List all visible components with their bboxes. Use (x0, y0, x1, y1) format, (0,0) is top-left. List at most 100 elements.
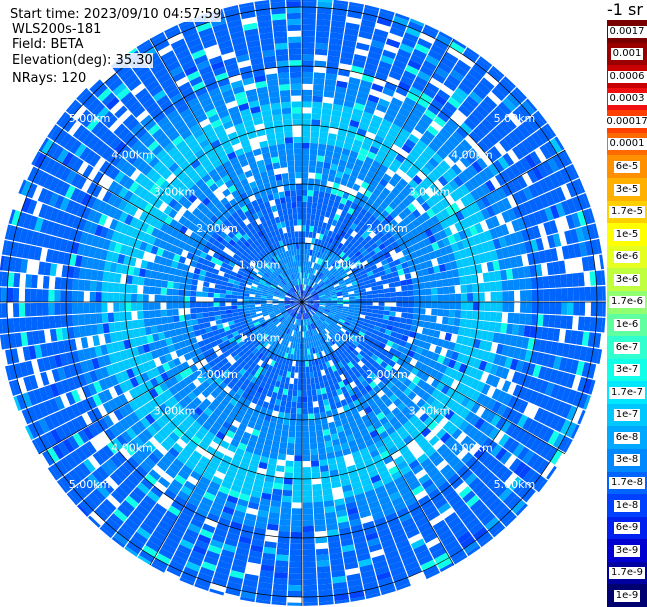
beta-cell (331, 337, 338, 344)
beta-cell (72, 314, 80, 327)
beta-cell (471, 390, 481, 402)
beta-cell (298, 313, 301, 320)
beta-cell (307, 401, 314, 409)
beta-cell (365, 532, 379, 542)
beta-cell (448, 309, 456, 318)
beta-cell (462, 423, 474, 436)
beta-cell (485, 411, 497, 424)
beta-cell (231, 305, 238, 310)
beta-cell (430, 399, 441, 410)
beta-cell (340, 352, 347, 360)
beta-cell (102, 271, 110, 282)
beta-cell (211, 398, 221, 408)
beta-cell (48, 289, 55, 302)
beta-cell (149, 278, 157, 287)
beta-cell (424, 314, 432, 322)
beta-cell (302, 160, 309, 167)
beta-cell (237, 409, 246, 418)
beta-cell (469, 414, 481, 427)
beta-cell (264, 475, 275, 483)
beta-cell (297, 219, 302, 226)
beta-cell (481, 437, 493, 450)
beta-cell (278, 149, 286, 157)
beta-cell (216, 522, 230, 533)
beta-cell (201, 307, 209, 313)
beta-cell (401, 312, 408, 319)
beta-cell (360, 357, 368, 365)
beta-cell (285, 340, 290, 347)
beta-cell (396, 582, 411, 591)
beta-cell (113, 302, 120, 312)
beta-cell (263, 382, 271, 391)
beta-cell (206, 486, 219, 497)
beta-cell (226, 532, 240, 542)
beta-cell (328, 421, 336, 429)
beta-cell (226, 402, 235, 411)
beta-cell (305, 306, 311, 311)
beta-cell (302, 213, 307, 220)
beta-cell (219, 460, 231, 470)
beta-cell (25, 274, 32, 288)
beta-cell (293, 467, 302, 474)
beta-cell (297, 302, 302, 307)
beta-cell (375, 522, 389, 532)
beta-cell (222, 506, 235, 516)
beta-cell (302, 325, 304, 332)
beta-cell (335, 312, 342, 317)
beta-cell (440, 432, 452, 444)
beta-cell (249, 345, 257, 353)
beta-cell (290, 537, 302, 544)
beta-cell (434, 497, 448, 510)
beta-cell (114, 273, 122, 283)
beta-cell (312, 101, 323, 109)
beta-cell (436, 316, 443, 324)
beta-cell (283, 125, 293, 132)
beta-cell (388, 465, 400, 476)
beta-cell (272, 327, 279, 333)
beta-cell (183, 566, 199, 578)
beta-cell (262, 419, 270, 428)
beta-cell (233, 509, 246, 519)
beta-cell (310, 219, 315, 227)
beta-cell (460, 435, 472, 448)
beta-cell (254, 371, 261, 379)
beta-cell (517, 373, 527, 386)
beta-cell (316, 311, 322, 316)
beta-cell (312, 495, 323, 503)
beta-cell (83, 280, 91, 291)
beta-cell (454, 481, 468, 494)
beta-cell (270, 500, 282, 508)
beta-cell (302, 502, 313, 509)
beta-cell (311, 107, 322, 115)
beta-cell (302, 142, 310, 149)
beta-cell (439, 347, 448, 357)
beta-cell (316, 333, 321, 340)
beta-cell (176, 438, 187, 449)
beta-cell (245, 445, 255, 454)
beta-cell (315, 320, 321, 326)
beta-cell (168, 462, 181, 474)
beta-cell (308, 324, 312, 331)
beta-cell (167, 316, 174, 324)
beta-cell (287, 208, 293, 215)
beta-cell (202, 312, 209, 318)
beta-cell (279, 331, 285, 338)
beta-cell (302, 302, 308, 304)
beta-cell (213, 407, 223, 417)
beta-cell (347, 388, 356, 397)
beta-cell (460, 385, 471, 396)
beta-cell (348, 401, 356, 410)
beta-cell (363, 334, 371, 341)
beta-cell (135, 465, 149, 478)
beta-cell (298, 378, 302, 385)
beta-cell (300, 266, 302, 273)
beta-cell (513, 480, 527, 495)
beta-cell (262, 486, 273, 495)
beta-cell (450, 379, 460, 390)
beta-cell (429, 409, 440, 420)
beta-cell (316, 326, 322, 333)
beta-cell (536, 459, 550, 475)
beta-cell (180, 449, 192, 460)
beta-cell (302, 119, 311, 126)
beta-cell (297, 307, 300, 314)
